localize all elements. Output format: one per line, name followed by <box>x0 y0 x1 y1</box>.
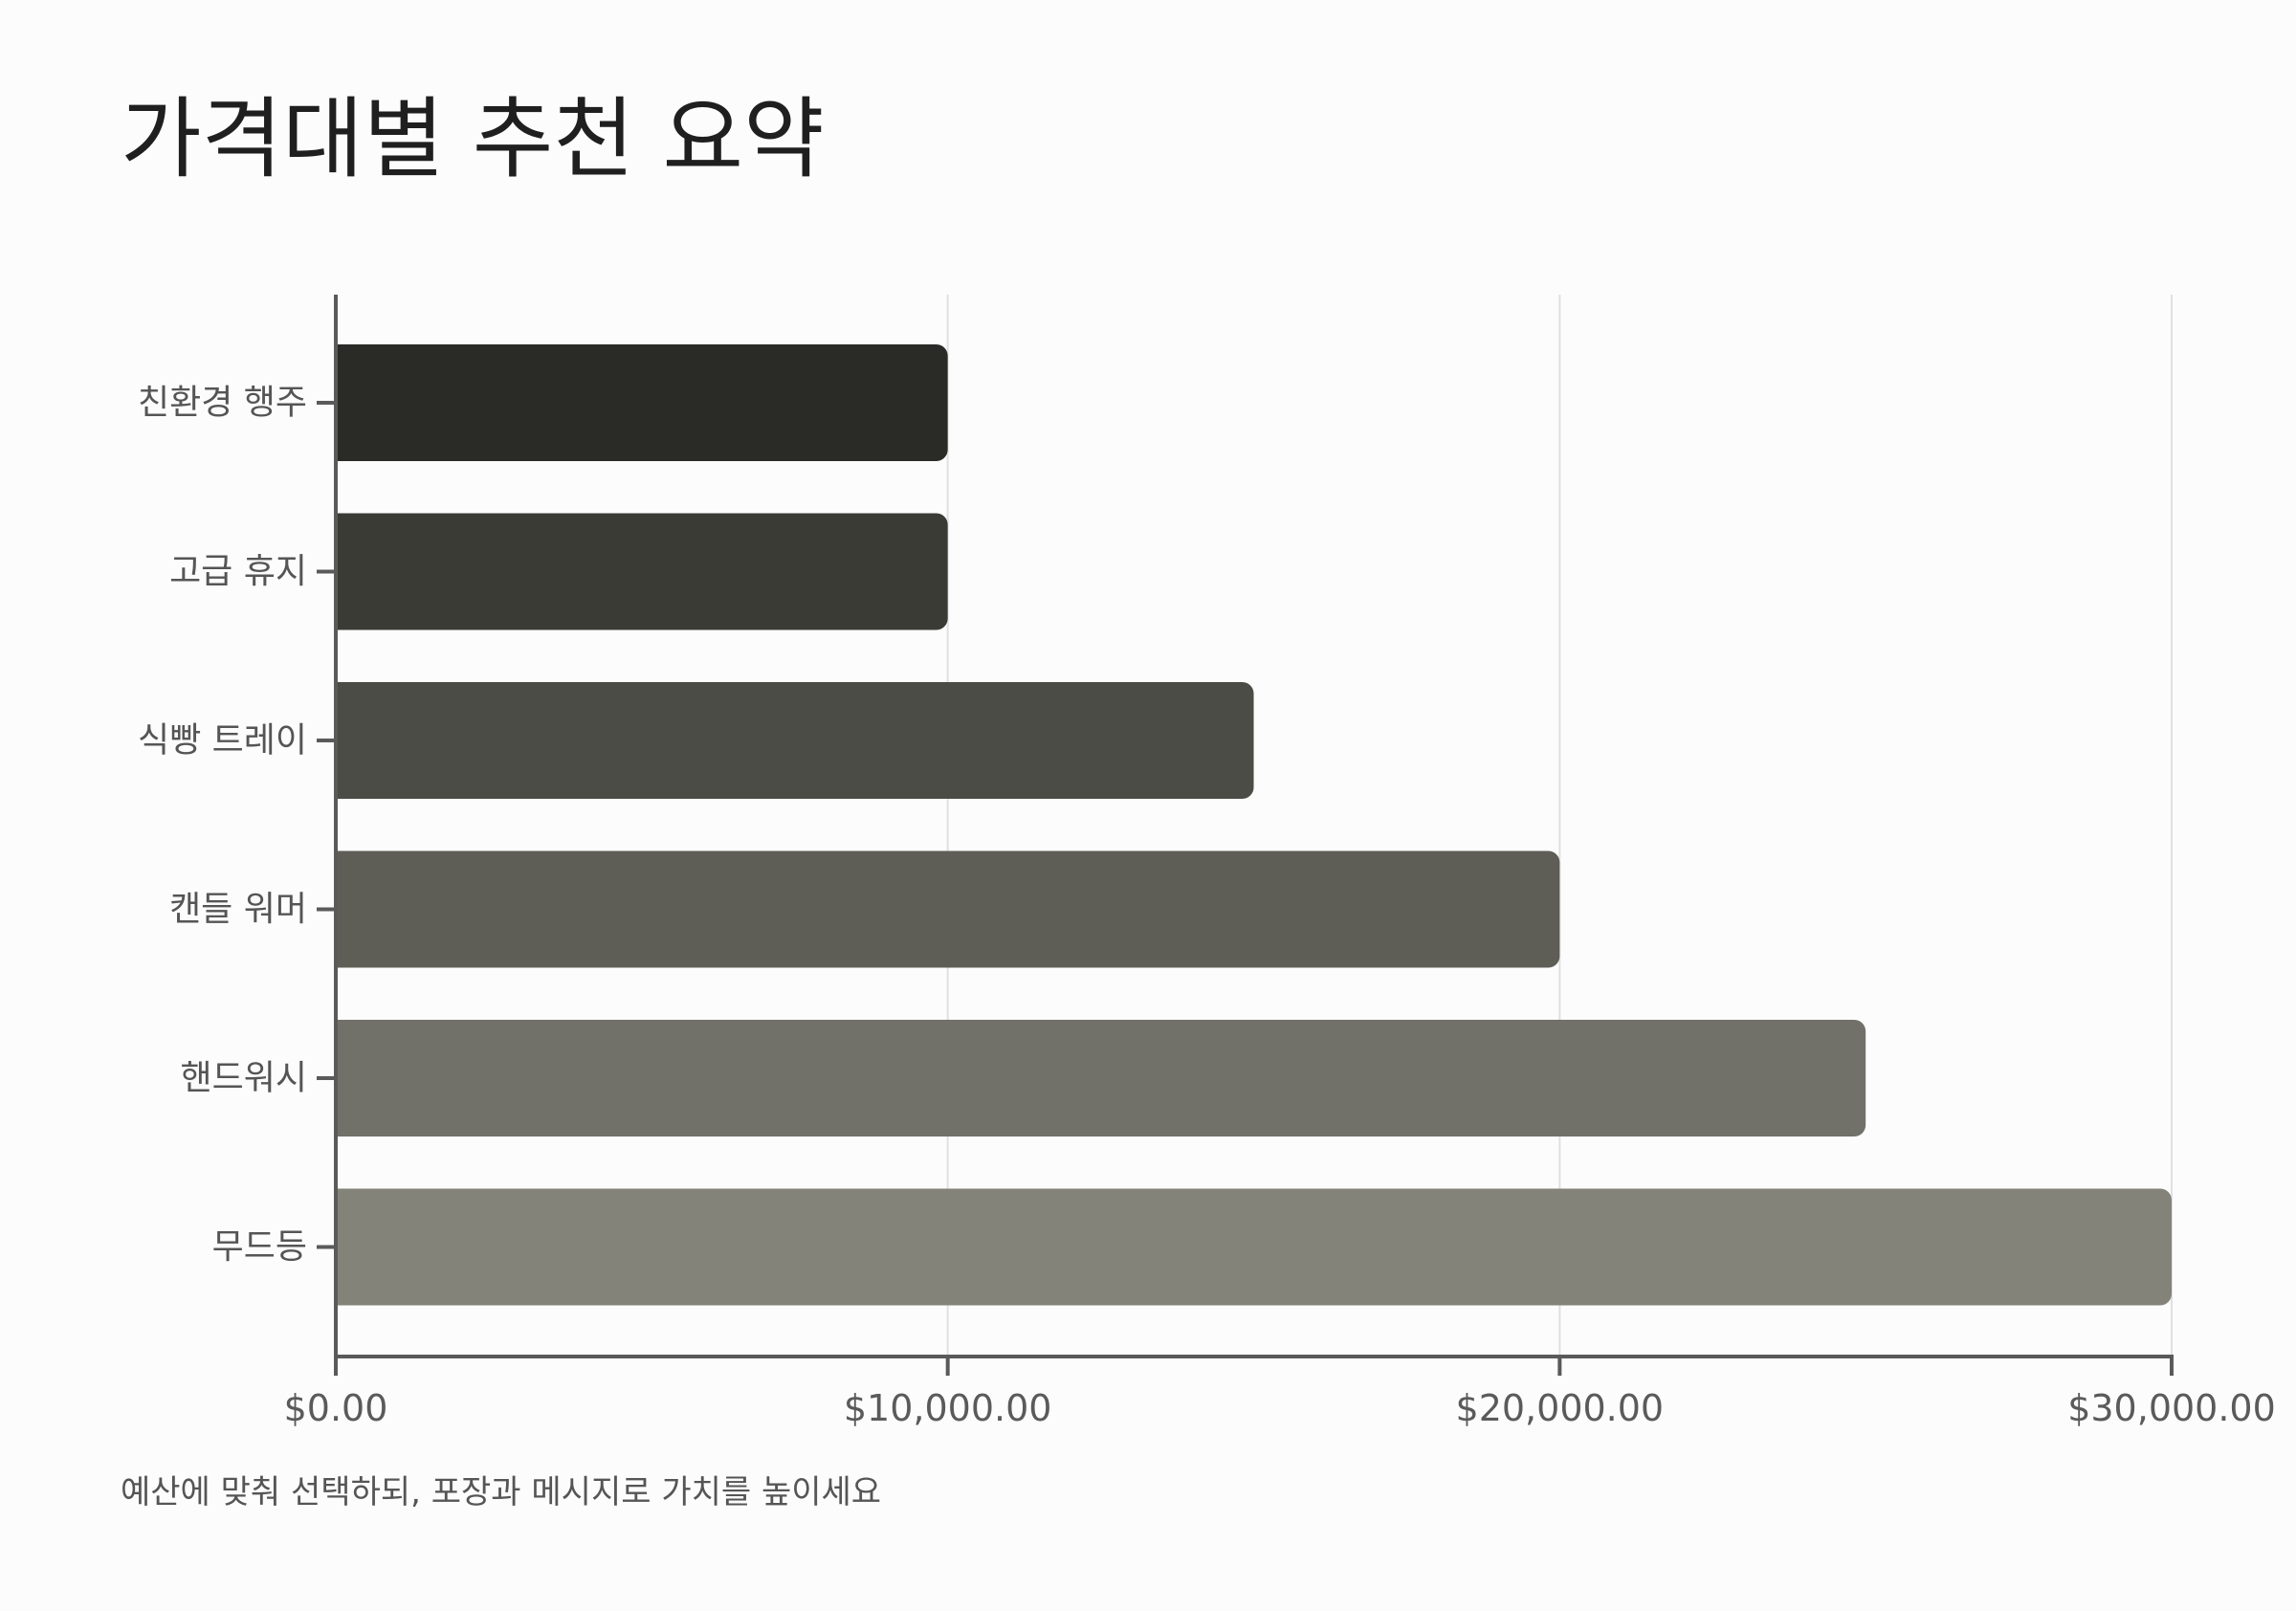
bar <box>336 1020 1866 1137</box>
grid-lines <box>946 295 2173 1357</box>
x-tick-label: $20,000.00 <box>1456 1387 1665 1429</box>
bar <box>336 1188 2172 1306</box>
bar <box>336 850 1560 968</box>
bar-edge <box>336 1020 355 1137</box>
bar-edge <box>336 1188 355 1306</box>
bar <box>336 513 948 630</box>
bars <box>336 344 2172 1306</box>
chart-title: 가격대별 추천 요약 <box>121 88 825 190</box>
category-label: 식빵 트레이 <box>138 721 307 761</box>
category-label: 친환경 행주 <box>138 384 307 423</box>
x-tick-label: $0.00 <box>284 1387 388 1429</box>
category-label: 캔들 워머 <box>169 890 307 929</box>
axes <box>317 295 2174 1376</box>
bar-edge <box>336 850 355 968</box>
bar-edge <box>336 344 355 461</box>
bar-edge <box>336 682 355 799</box>
category-label: 고급 휴지 <box>169 552 307 591</box>
bar <box>336 344 948 461</box>
category-label: 핸드워시 <box>181 1059 307 1098</box>
bar <box>336 682 1254 799</box>
category-label: 무드등 <box>212 1227 307 1267</box>
x-tick-label: $30,000.00 <box>2067 1387 2276 1429</box>
bar-edge <box>336 513 355 630</box>
x-tick-label: $10,000.00 <box>844 1387 1052 1429</box>
chart-subtitle: 예산에 맞춰 선택하되, 포장과 메시지로 가치를 높이세요 <box>121 1473 882 1512</box>
